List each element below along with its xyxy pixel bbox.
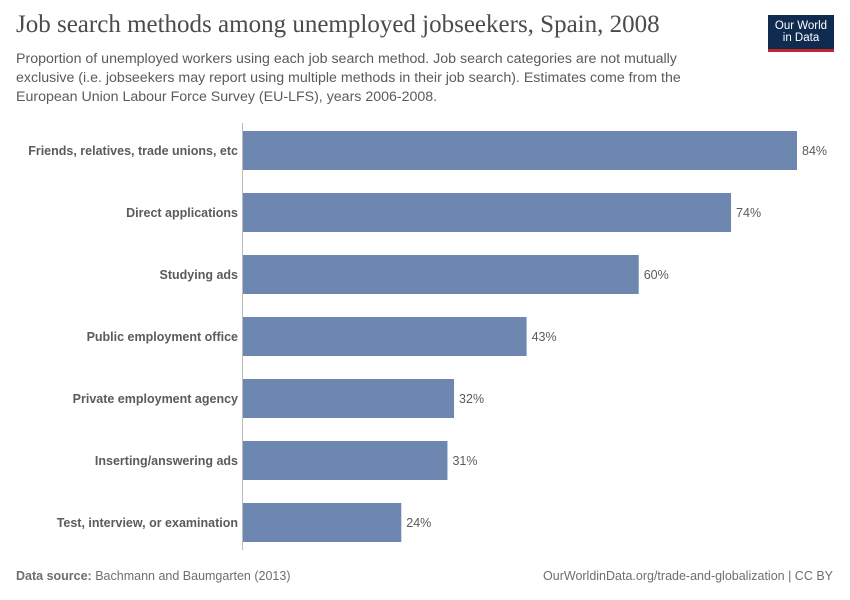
bars-group: Friends, relatives, trade unions, etc 84%… xyxy=(28,131,827,542)
bar-friends-relatives-trade-unions-etc[interactable] xyxy=(243,131,797,170)
footer-link[interactable]: OurWorldinData.org/trade-and-globalizati… xyxy=(543,569,833,583)
data-source-label: Data source: xyxy=(16,569,92,583)
bar-public-employment-office[interactable] xyxy=(243,317,527,356)
category-label-studying-ads: Studying ads xyxy=(160,268,239,282)
value-label-friends-relatives-trade-unions-etc: 84% xyxy=(802,144,827,158)
logo-line-1: Our World xyxy=(774,20,828,32)
bar-studying-ads[interactable] xyxy=(243,255,639,294)
bar-test-interview-or-examination[interactable] xyxy=(243,503,402,542)
owid-logo[interactable]: Our World in Data xyxy=(768,15,834,52)
value-label-public-employment-office: 43% xyxy=(532,330,557,344)
category-label-public-employment-office: Public employment office xyxy=(87,330,238,344)
data-source-text[interactable]: Bachmann and Baumgarten (2013) xyxy=(95,569,291,583)
value-label-direct-applications: 74% xyxy=(736,206,761,220)
value-label-test-interview-or-examination: 24% xyxy=(406,516,431,530)
value-label-inserting-answering-ads: 31% xyxy=(452,454,477,468)
category-label-friends-relatives-trade-unions-etc: Friends, relatives, trade unions, etc xyxy=(28,144,238,158)
data-source: Data source: Bachmann and Baumgarten (20… xyxy=(16,569,290,583)
bar-chart: Friends, relatives, trade unions, etc 84%… xyxy=(28,123,827,550)
category-label-direct-applications: Direct applications xyxy=(126,206,238,220)
value-label-private-employment-agency: 32% xyxy=(459,392,484,406)
bar-inserting-answering-ads[interactable] xyxy=(243,441,448,480)
category-label-inserting-answering-ads: Inserting/answering ads xyxy=(95,454,238,468)
chart-title: Job search methods among unemployed jobs… xyxy=(16,11,660,38)
value-label-studying-ads: 60% xyxy=(644,268,669,282)
bar-private-employment-agency[interactable] xyxy=(243,379,455,418)
bar-direct-applications[interactable] xyxy=(243,193,732,232)
category-label-private-employment-agency: Private employment agency xyxy=(73,392,238,406)
category-label-test-interview-or-examination: Test, interview, or examination xyxy=(57,516,238,530)
logo-line-2: in Data xyxy=(782,32,820,44)
chart-subtitle: Proportion of unemployed workers using e… xyxy=(16,51,681,105)
